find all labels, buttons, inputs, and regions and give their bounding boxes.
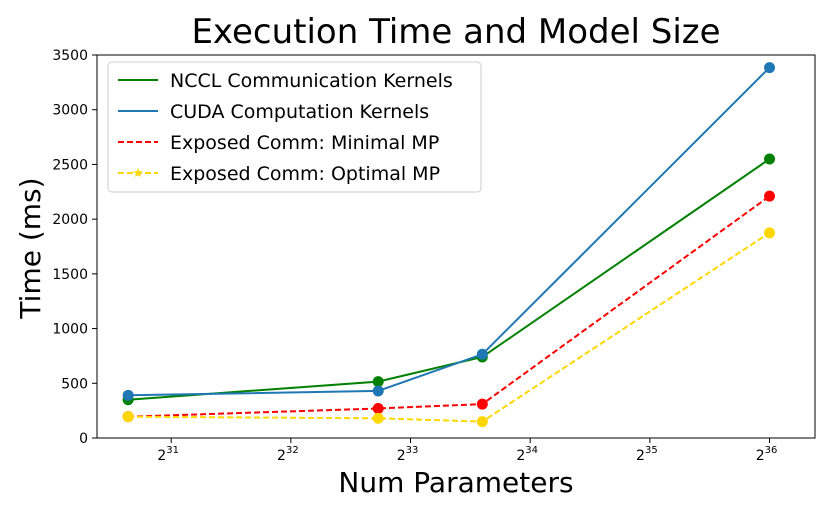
legend [107,61,482,193]
legend-label: Exposed Comm: Optimal MP [170,163,440,185]
data-point [764,227,776,239]
legend-label: NCCL Communication Kernels [170,70,453,92]
x-tick-label: 235 [636,445,658,464]
y-axis-label: Time (ms) [14,177,47,319]
series-line-2 [128,66,771,397]
x-axis-label: Num Parameters [338,466,573,499]
y-tick-label: 3500 [52,48,88,64]
data-point [372,402,384,414]
data-point [764,62,776,74]
data-point [476,398,488,410]
data-point [372,385,384,397]
data-point [122,411,134,423]
data-point [372,412,384,424]
series-line-4 [128,231,771,423]
y-tick-label: 3000 [52,103,88,119]
series-line-1 [128,158,771,401]
data-point [372,376,384,388]
y-tick-label: 500 [61,376,88,392]
y-tick-label: 2500 [52,157,88,173]
data-point [764,190,776,202]
data-point [476,416,488,428]
legend-star-marker [133,168,143,178]
chart-title: Execution Time and Model Size [191,12,720,52]
x-tick-label: 232 [277,445,299,464]
x-tick-label: 234 [516,445,538,464]
x-tick-label: 236 [756,445,778,464]
x-tick-label: 231 [157,445,179,464]
y-tick-label: 0 [79,431,88,447]
series-line-3 [128,195,771,418]
plot-frame [96,54,816,439]
data-point [476,348,488,360]
y-tick-label: 1500 [52,267,88,283]
y-tick-label: 1000 [52,322,88,338]
data-point [122,389,134,401]
x-tick-label: 233 [397,445,419,464]
legend-label: Exposed Comm: Minimal MP [170,132,439,154]
y-tick-label: 2000 [52,212,88,228]
data-point [764,153,776,165]
legend-label: CUDA Computation Kernels [170,101,429,123]
